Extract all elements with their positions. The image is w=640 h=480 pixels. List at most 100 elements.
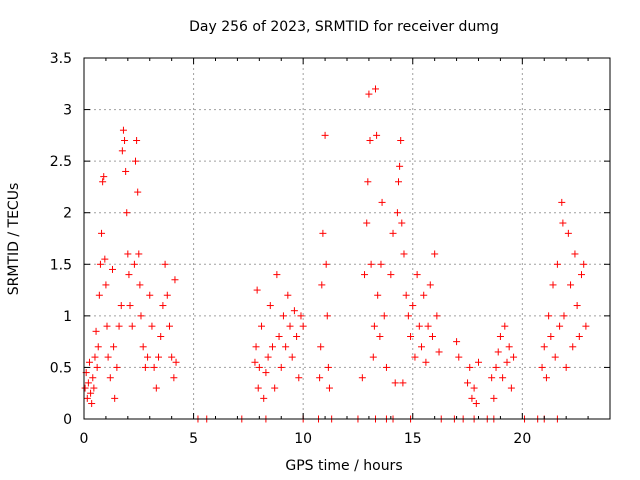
data-point [373,131,381,139]
data-point [545,312,553,320]
data-point [172,358,180,366]
data-point [139,343,147,351]
data-point [117,302,125,310]
data-point [424,322,432,330]
y-tick-label: 3.5 [50,51,72,67]
data-point [133,137,141,145]
data-point [165,322,173,330]
data-point [422,358,430,366]
data-point [251,358,259,366]
y-tick-label: 0.5 [50,360,72,376]
data-point [380,312,388,320]
data-point [324,363,332,371]
data-point [106,374,114,382]
data-point [549,281,557,289]
data-point [137,312,145,320]
data-point [453,338,461,346]
data-point [252,343,260,351]
data-point [507,384,515,392]
data-point [370,322,378,330]
data-point [472,400,480,408]
data-point [395,178,403,186]
data-point [562,363,570,371]
data-point [567,281,575,289]
data-point [503,358,511,366]
data-point [321,131,329,139]
x-axis-ticks: 0 5 10 15 20 [80,58,589,447]
data-point [96,260,104,268]
data-point [103,322,111,330]
data-point [282,343,290,351]
data-point [374,291,382,299]
data-point [396,162,404,170]
data-point [266,302,274,310]
x-axis-label: GPS time / hours [285,458,402,474]
y-tick-label: 3 [63,103,72,119]
data-point [118,147,126,155]
data-point [284,291,292,299]
x-tick-label: 10 [294,431,312,447]
data-point [290,307,298,315]
data-point [254,384,262,392]
data-point [171,276,179,284]
data-point [123,209,131,217]
data-point [260,394,268,402]
data-point [84,379,92,387]
data-point [295,374,303,382]
data-point [104,353,112,361]
data-point [400,250,408,258]
data-point [299,322,307,330]
data-point [115,322,123,330]
data-point [365,90,373,98]
y-tick-label: 1.5 [50,257,72,273]
data-point [569,343,577,351]
data-point [367,260,375,268]
data-point [148,322,156,330]
data-point [88,400,96,408]
data-point [376,332,384,340]
data-point [393,209,401,217]
data-point [163,291,171,299]
data-point [258,322,266,330]
data-point [363,219,371,227]
data-point [560,312,568,320]
data-point [111,394,119,402]
y-tick-label: 0 [63,412,72,428]
data-point [122,167,130,175]
data-point [155,353,163,361]
data-point [91,353,99,361]
data-point [161,260,169,268]
data-point [580,260,588,268]
data-point [277,363,285,371]
data-point [377,260,385,268]
data-point [99,178,107,186]
data-point [455,353,463,361]
data-point [262,369,270,377]
data-point [316,374,324,382]
x-tick-label: 15 [404,431,422,447]
data-point [144,353,152,361]
data-point [325,384,333,392]
data-point [389,229,397,237]
data-point [136,281,144,289]
data-point [490,394,498,402]
data-point [573,302,581,310]
data-point [130,260,138,268]
data-point [317,343,325,351]
data-point [553,260,561,268]
data-point [132,157,140,165]
data-point [94,343,102,351]
data-point [87,389,95,397]
data-point [113,363,121,371]
data-point [499,374,507,382]
data-point [578,271,586,279]
data-point [494,348,502,356]
x-tick-label: 0 [80,431,89,447]
data-point [141,363,149,371]
data-point [319,229,327,237]
data-point [128,322,136,330]
y-tick-label: 2.5 [50,154,72,170]
data-point [559,219,567,227]
data-point [101,255,109,263]
